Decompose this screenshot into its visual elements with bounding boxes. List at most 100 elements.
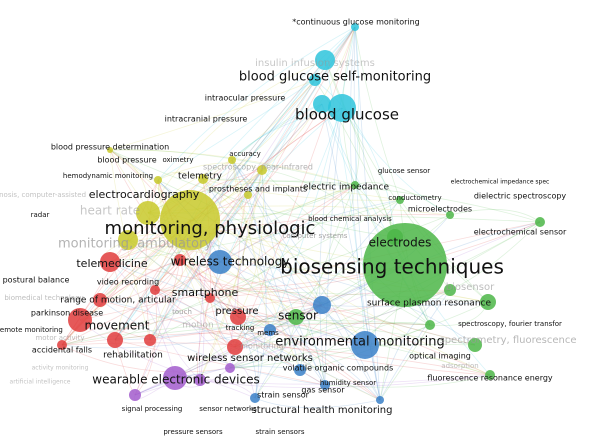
edge <box>261 169 396 238</box>
edge <box>179 259 381 401</box>
edge <box>99 299 326 386</box>
edge <box>209 297 381 401</box>
node-circle <box>250 393 260 403</box>
node-circle <box>535 217 545 227</box>
edge <box>219 199 401 263</box>
node-circle <box>150 285 160 295</box>
edge <box>229 344 476 369</box>
edge <box>354 26 401 201</box>
edge <box>149 103 323 341</box>
node-circle <box>129 389 141 401</box>
edge <box>324 59 396 238</box>
node-label: tracking <box>226 324 255 332</box>
node-label: dielectric spectroscopy <box>474 192 567 201</box>
edge <box>209 184 356 299</box>
edge <box>449 209 541 223</box>
node-circle <box>174 254 186 266</box>
edge <box>295 316 476 346</box>
node-circle <box>198 174 208 184</box>
edge <box>109 149 239 318</box>
edge <box>61 344 231 373</box>
node-circle <box>387 229 403 245</box>
node-label: movement <box>85 319 150 333</box>
edge <box>61 332 366 346</box>
node-label: electrocardiography <box>89 188 200 201</box>
edge <box>231 159 301 371</box>
edge <box>147 59 326 214</box>
edge <box>209 288 323 306</box>
node-label: diagnosis, computer-assisted <box>0 191 86 199</box>
edge <box>319 107 343 386</box>
node-circle <box>118 230 138 250</box>
node-circle <box>227 339 243 355</box>
edge <box>154 289 381 401</box>
node-label: spectroscopy, near-infrared <box>203 163 313 172</box>
edge <box>109 149 491 376</box>
node-circle <box>313 296 331 314</box>
node-label: blood chemical analysis <box>308 215 392 223</box>
edge <box>61 329 271 349</box>
edge <box>149 194 249 341</box>
node-circle <box>480 294 496 310</box>
node-circle <box>93 293 107 307</box>
node-circle <box>264 324 276 336</box>
edge <box>202 178 366 346</box>
edge <box>99 299 301 371</box>
edge <box>231 159 301 371</box>
node-label: structural health monitoring <box>252 405 393 416</box>
edge <box>99 299 491 376</box>
edge <box>199 374 491 389</box>
edge <box>114 59 326 341</box>
labels: *continuous glucose monitoring insulin in… <box>0 18 577 437</box>
edge <box>219 184 356 263</box>
edge <box>354 26 360 186</box>
edge <box>234 26 356 348</box>
edge <box>134 26 356 396</box>
node-label: strain sensor <box>257 391 310 400</box>
node-circle <box>160 190 220 250</box>
edge <box>114 26 356 341</box>
edge <box>61 259 181 346</box>
node-label: wireless technology <box>171 255 290 269</box>
edge <box>109 149 396 238</box>
node-circle <box>444 284 456 296</box>
edge <box>127 184 356 241</box>
node-circle <box>107 332 123 348</box>
edge <box>154 289 366 346</box>
edge <box>157 26 356 181</box>
node-label: spectrometry, fluorescence <box>440 335 577 346</box>
edge <box>231 159 381 401</box>
edge <box>109 149 356 186</box>
node-circle <box>294 364 306 376</box>
edge <box>134 221 541 396</box>
edge <box>99 107 343 301</box>
node-circle <box>351 331 379 359</box>
node-circle <box>144 334 156 346</box>
edge <box>234 304 323 348</box>
node-label: electric impedance <box>303 183 389 193</box>
node-circle <box>244 191 252 199</box>
edge <box>231 159 271 331</box>
node-label: electrodes <box>369 236 432 250</box>
node-label: telemedicine <box>76 257 148 270</box>
node-label: environmental monitoring <box>275 335 444 350</box>
edge <box>237 194 249 318</box>
node-circle <box>257 165 267 175</box>
node-label: rehabilitation <box>103 351 163 361</box>
edge <box>157 79 316 181</box>
node-label: telemetry <box>178 172 223 182</box>
node-label: strain sensors <box>255 428 304 436</box>
node-circle <box>446 211 454 219</box>
edge <box>219 261 476 346</box>
node-circle <box>288 309 304 325</box>
edge <box>261 169 326 386</box>
node-circle <box>194 374 206 386</box>
node-label: volatile organic compounds <box>283 364 394 373</box>
node-label: touch <box>172 308 192 316</box>
node-label: electrochemical impedance spec <box>451 179 550 186</box>
edge <box>299 324 431 371</box>
node-label: spectroscopy, fourier transfor <box>458 320 562 328</box>
node-circle <box>363 223 447 307</box>
edge <box>174 236 396 379</box>
